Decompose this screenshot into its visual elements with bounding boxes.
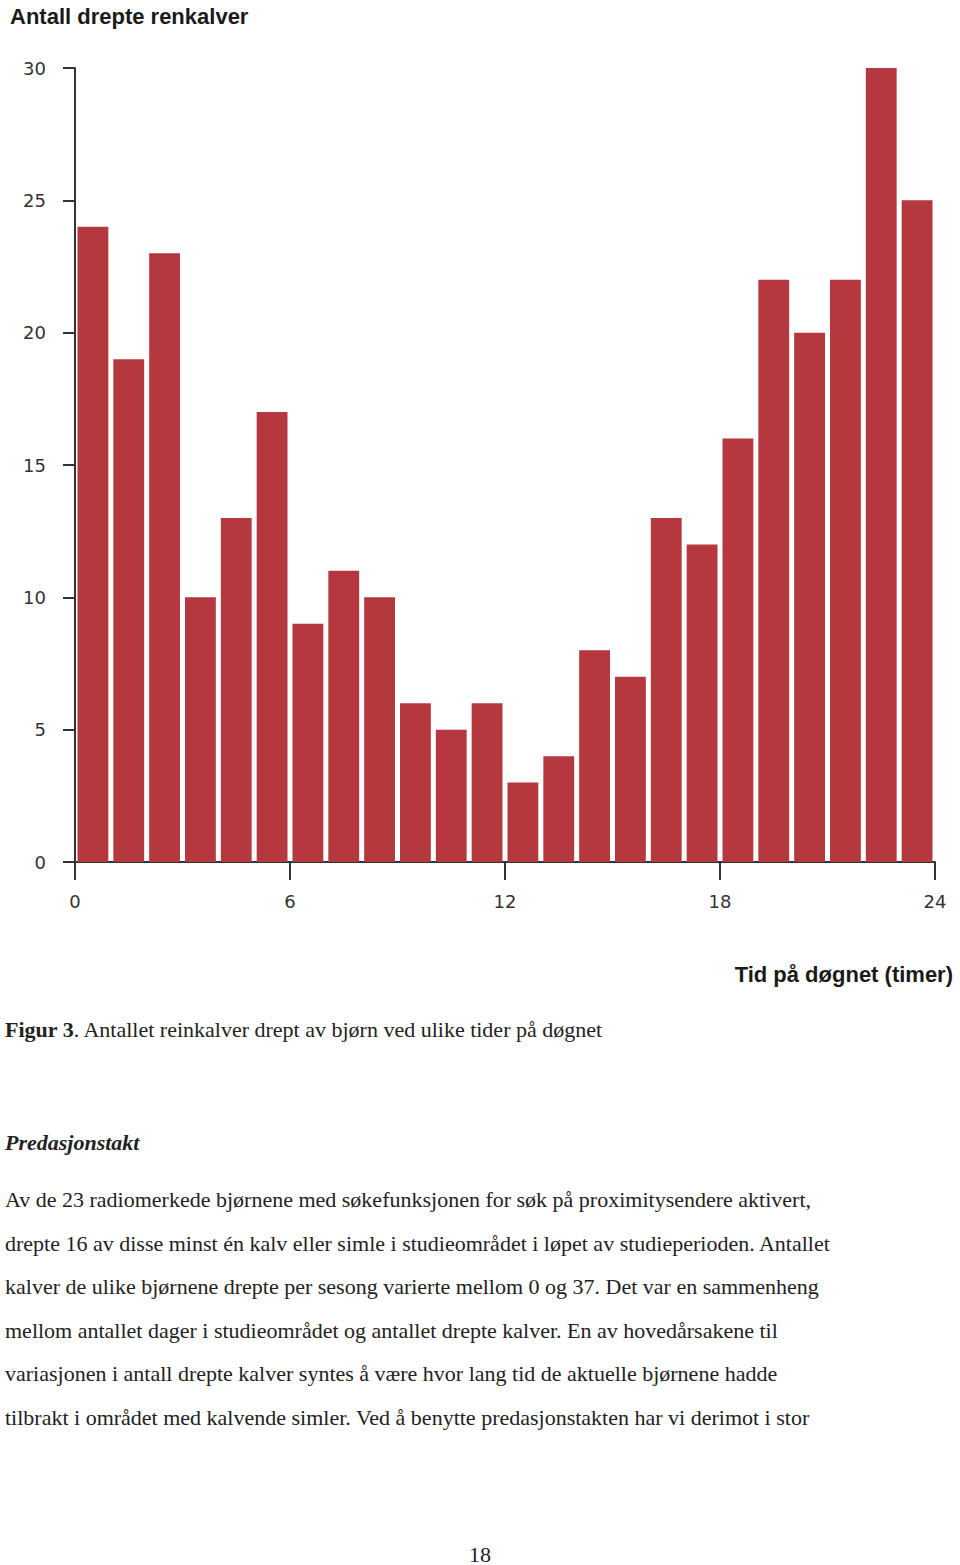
svg-text:6: 6: [284, 891, 295, 912]
html-text:kalver de ulike bjørnene drept: kalver de ulike bjørnene drepte per seso…: [5, 1274, 819, 1299]
svg-text:12: 12: [494, 891, 517, 912]
html-text:mellom antallet dager i studie: mellom antallet dager i studieområdet og…: [5, 1317, 778, 1343]
svg-text:0: 0: [35, 852, 46, 873]
svg-text:5: 5: [35, 719, 46, 740]
html-text:Figur 3. Antallet reinkalver d: Figur 3. Antallet reinkalver drept av bj…: [5, 1017, 603, 1042]
html-text:drepte 16 av disse minst én ka: drepte 16 av disse minst én kalv eller s…: [5, 1230, 830, 1256]
svg-text:0: 0: [69, 891, 80, 912]
svg-text:10: 10: [23, 587, 46, 608]
svg-text:Antall drepte renkalver: Antall drepte renkalver: [10, 4, 249, 29]
html-text:Predasjonstakt: Predasjonstakt: [5, 1130, 140, 1155]
svg-text:20: 20: [23, 322, 46, 343]
svg-text:30: 30: [23, 58, 46, 79]
svg-text:15: 15: [23, 455, 46, 476]
svg-text:25: 25: [23, 190, 46, 211]
svg-text:24: 24: [924, 891, 947, 912]
svg-text:Tid på døgnet (timer): Tid på døgnet (timer): [735, 962, 953, 987]
html-text:Av de 23 radiomerkede bjørnene: Av de 23 radiomerkede bjørnene med søkef…: [5, 1187, 811, 1212]
html-text:variasjonen i antall drepte ka: variasjonen i antall drepte kalver synte…: [5, 1361, 778, 1386]
svg-text:18: 18: [709, 891, 732, 912]
html-text:tilbrakt i området med kalvend: tilbrakt i området med kalvende simler. …: [5, 1404, 810, 1430]
